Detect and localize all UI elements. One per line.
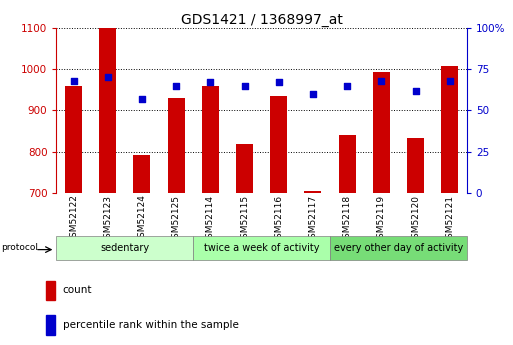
Point [411, 88, 420, 93]
Bar [441, 66, 458, 193]
Bar [373, 72, 390, 193]
Text: twice a week of activity: twice a week of activity [204, 244, 320, 253]
Point [69, 78, 77, 83]
Point [343, 83, 351, 88]
Bar [99, 28, 116, 193]
Point [274, 79, 283, 85]
Bar [270, 96, 287, 193]
Bar [330, 236, 467, 260]
Point [241, 83, 249, 88]
Text: protocol: protocol [1, 243, 38, 252]
Point [104, 75, 112, 80]
Point [138, 96, 146, 101]
Bar [168, 98, 185, 193]
Bar [46, 315, 55, 335]
Point [446, 78, 454, 83]
Point [377, 78, 385, 83]
Point [172, 83, 180, 88]
Text: count: count [63, 286, 92, 295]
Bar [407, 138, 424, 193]
Text: percentile rank within the sample: percentile rank within the sample [63, 320, 239, 330]
Bar [56, 236, 193, 260]
Bar [202, 86, 219, 193]
Bar [304, 191, 322, 193]
Bar [236, 144, 253, 193]
Text: sedentary: sedentary [100, 244, 149, 253]
Bar [133, 155, 150, 193]
Point [309, 91, 317, 97]
Title: GDS1421 / 1368997_at: GDS1421 / 1368997_at [181, 12, 343, 27]
Bar [65, 86, 82, 193]
Bar [46, 281, 55, 300]
Point [206, 79, 214, 85]
Text: every other day of activity: every other day of activity [334, 244, 463, 253]
Bar [339, 135, 356, 193]
Bar [193, 236, 330, 260]
